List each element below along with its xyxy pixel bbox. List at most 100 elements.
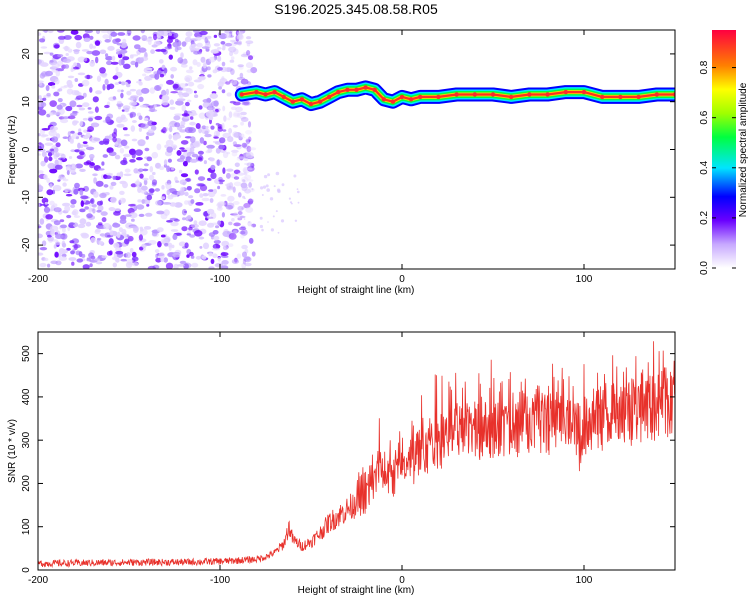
noise-speckle (196, 62, 201, 67)
noise-speckle (244, 174, 252, 181)
noise-speckle (104, 135, 111, 139)
noise-speckle (45, 214, 53, 220)
spectrogram-ridge (234, 80, 675, 112)
noise-speckle (233, 230, 238, 234)
noise-speckle (148, 240, 157, 245)
noise-speckle (166, 165, 171, 173)
noise-speckle (195, 36, 202, 41)
noise-speckle (75, 41, 82, 49)
noise-speckle (276, 188, 281, 192)
noise-speckle (157, 241, 162, 248)
noise-speckle (178, 169, 183, 174)
noise-speckle (172, 252, 181, 258)
noise-speckle (41, 128, 50, 131)
noise-speckle (218, 86, 223, 90)
noise-speckle (280, 219, 285, 223)
noise-speckle (147, 39, 152, 45)
noise-speckle (223, 115, 227, 122)
noise-speckle (58, 157, 64, 161)
noise-speckle (131, 218, 135, 222)
noise-speckle (111, 55, 116, 61)
colorbar-tick-label: 0.8 (699, 60, 710, 74)
noise-speckle (87, 111, 94, 114)
ridge-point (354, 87, 359, 93)
noise-speckle (222, 129, 227, 132)
noise-speckle (170, 167, 175, 171)
noise-speckle (91, 50, 101, 56)
noise-speckle (93, 137, 101, 142)
noise-speckle (105, 172, 114, 176)
noise-speckle (117, 32, 126, 36)
noise-speckle (266, 188, 271, 192)
noise-speckle (44, 156, 49, 163)
noise-speckle (43, 174, 48, 180)
spectrogram-y-label: Frequency (Hz) (7, 116, 18, 185)
noise-speckle (124, 107, 130, 113)
noise-speckle (116, 123, 125, 128)
noise-speckle (170, 229, 179, 232)
noise-speckle (99, 140, 105, 145)
noise-speckle (93, 191, 99, 198)
noise-speckle (134, 61, 139, 68)
noise-speckle (261, 194, 264, 196)
noise-speckle (246, 162, 254, 167)
noise-speckle (46, 189, 54, 196)
noise-speckle (100, 30, 110, 34)
noise-speckle (189, 251, 194, 257)
noise-speckle (123, 133, 130, 137)
noise-speckle (156, 143, 162, 151)
noise-speckle (220, 41, 226, 45)
noise-speckle (38, 170, 44, 174)
noise-speckle (246, 145, 252, 153)
noise-speckle (73, 215, 81, 219)
noise-speckle (275, 171, 280, 176)
noise-speckle (147, 265, 156, 269)
noise-speckle (58, 88, 63, 92)
noise-speckle (199, 246, 203, 249)
noise-speckle (117, 89, 122, 93)
noise-speckle (113, 252, 117, 259)
noise-speckle (108, 83, 115, 90)
noise-speckle (47, 234, 52, 238)
noise-speckle (55, 233, 64, 239)
noise-speckle (136, 204, 145, 210)
noise-speckle (58, 174, 62, 181)
noise-speckle (131, 251, 137, 258)
noise-speckle (216, 206, 223, 211)
ridge-point (636, 94, 641, 100)
noise-speckle (101, 255, 108, 259)
noise-speckle (114, 141, 119, 147)
noise-speckle (61, 176, 66, 180)
noise-speckle (247, 179, 254, 182)
noise-speckle (86, 129, 92, 133)
noise-speckle (45, 137, 51, 141)
noise-speckle (83, 144, 89, 148)
noise-speckle (165, 88, 169, 96)
noise-speckle (166, 146, 173, 153)
noise-speckle (79, 168, 86, 172)
noise-speckle (138, 168, 144, 173)
noise-speckle (83, 129, 89, 133)
noise-speckle (164, 46, 173, 50)
noise-speckle (207, 148, 213, 153)
x-tick-label: 0 (399, 575, 405, 586)
noise-speckle (244, 262, 252, 267)
noise-speckle (103, 184, 109, 188)
noise-speckle (130, 54, 139, 57)
noise-speckle (221, 89, 226, 94)
noise-speckle (89, 43, 94, 50)
noise-speckle (235, 106, 243, 112)
noise-speckle (154, 188, 160, 192)
noise-speckle (242, 251, 247, 258)
noise-speckle (184, 242, 189, 249)
noise-speckle (243, 202, 251, 209)
noise-speckle (227, 202, 235, 210)
noise-speckle (65, 193, 73, 197)
spectrogram-x-label: Height of straight line (km) (298, 285, 415, 296)
ridge-point (618, 94, 623, 100)
noise-speckle (172, 83, 179, 89)
noise-speckle (239, 215, 246, 219)
noise-speckle (140, 189, 147, 194)
ridge-point (390, 99, 396, 104)
noise-speckle (41, 151, 47, 158)
